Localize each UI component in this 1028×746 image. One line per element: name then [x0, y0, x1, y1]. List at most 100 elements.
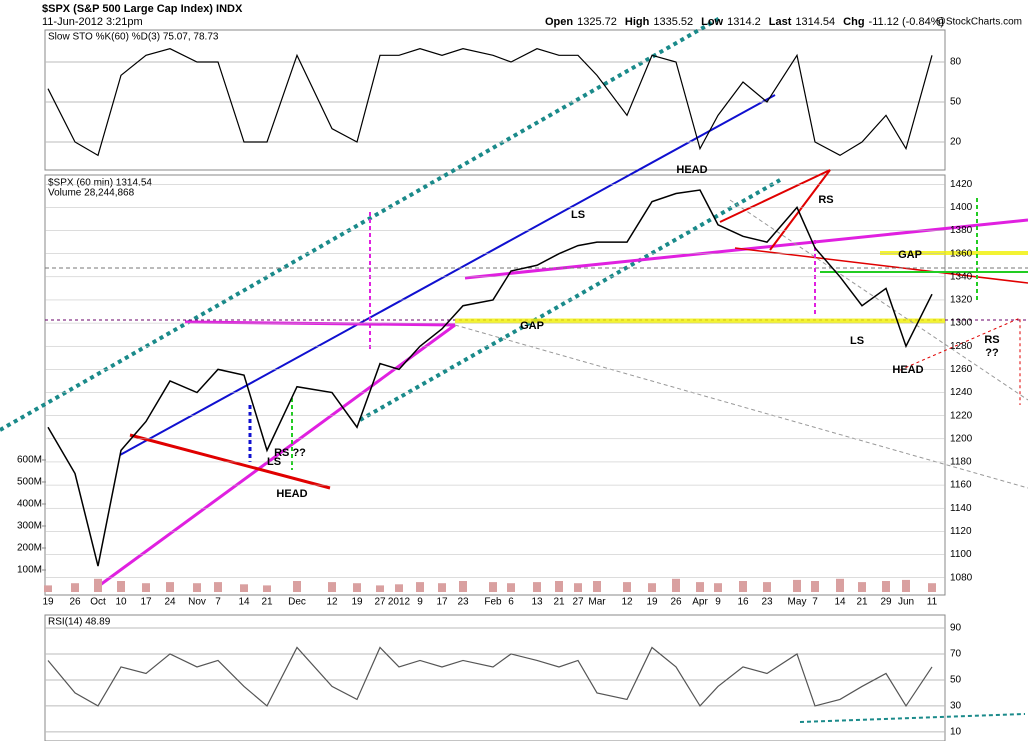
price-frame	[44, 174, 946, 596]
series-line	[47, 646, 933, 708]
x-tick-label: 9	[417, 597, 423, 608]
quote-value: 1335.52	[653, 16, 693, 28]
sto-frame	[44, 29, 946, 171]
y-tick-label: 1360	[950, 248, 973, 259]
x-tick-label: Feb	[484, 597, 502, 608]
x-tick-label: 21	[261, 597, 273, 608]
volume-bar	[214, 582, 222, 593]
y-tick-label: 50	[950, 675, 962, 686]
annotation: RS	[818, 194, 833, 206]
x-tick-label: 7	[812, 597, 818, 608]
quote-value: 1314.54	[795, 16, 835, 28]
y-tick-label: 1240	[950, 387, 973, 398]
y-tick-label: 1300	[950, 318, 973, 329]
sto-legend: Slow STO %K(60) %D(3) 75.07, 78.73	[48, 32, 219, 43]
annotation: HEAD	[676, 164, 707, 176]
quote-label: Open	[545, 16, 573, 28]
volume-bar	[858, 582, 866, 593]
volume-bar	[574, 583, 582, 593]
volume-bar	[166, 582, 174, 593]
volume-bar	[71, 583, 79, 593]
y-tick-label: 1380	[950, 225, 973, 236]
volume-bar	[293, 581, 301, 593]
annotation: RS	[984, 334, 999, 346]
volume-bar	[696, 582, 704, 593]
quote-label: Last	[769, 16, 792, 28]
y-tick-label: 1180	[950, 457, 972, 468]
y-tick-label: 1220	[950, 410, 973, 421]
volume-bar	[416, 582, 424, 593]
y-tick-label: 50	[950, 97, 962, 108]
y-tick-label: 1160	[950, 480, 972, 491]
y2-tick-label: 100M	[17, 565, 42, 576]
y-tick-label: 20	[950, 137, 962, 148]
x-tick-label: 19	[351, 597, 363, 608]
y2-tick-label: 200M	[17, 543, 42, 554]
y2-tick-label: 600M	[17, 455, 42, 466]
volume-bar	[836, 578, 844, 593]
y2-tick-label: 500M	[17, 477, 42, 488]
y-tick-label: 90	[950, 623, 962, 634]
volume-bar	[328, 582, 336, 593]
x-tick-label: Oct	[90, 597, 106, 608]
x-tick-label: 23	[457, 597, 469, 608]
volume-bar	[672, 578, 680, 593]
quote-label: Chg	[843, 16, 864, 28]
y-tick-label: 70	[950, 649, 962, 660]
volume-bar	[793, 579, 801, 593]
y-tick-label: 1200	[950, 433, 973, 444]
x-tick-label: 14	[238, 597, 250, 608]
quote-value: 1325.72	[577, 16, 617, 28]
x-tick-label: 16	[737, 597, 749, 608]
volume-bar	[438, 583, 446, 593]
volume-bar	[623, 582, 631, 593]
series-line	[47, 48, 933, 157]
x-tick-label: 24	[164, 597, 176, 608]
x-tick-label: Jun	[898, 597, 914, 608]
annotation: RS ??	[274, 447, 306, 459]
x-tick-label: 9	[715, 597, 721, 608]
volume-bar	[142, 583, 150, 593]
x-tick-label: 26	[670, 597, 682, 608]
quote-label: Low	[701, 16, 723, 28]
volume-bar	[353, 583, 361, 593]
x-tick-label: 26	[69, 597, 81, 608]
volume-bar	[811, 581, 819, 593]
x-tick-label: 13	[531, 597, 543, 608]
volume-bar	[263, 585, 271, 593]
volume-bar	[117, 581, 125, 593]
x-tick-label: 11	[927, 597, 938, 608]
annotation: LS	[267, 456, 281, 468]
y-tick-label: 1100	[950, 549, 972, 560]
x-tick-label: 19	[42, 597, 54, 608]
x-tick-label: 17	[436, 597, 448, 608]
y-tick-label: 1340	[950, 271, 973, 282]
volume-bar	[763, 582, 771, 593]
volume-bar	[44, 585, 52, 593]
y2-tick-label: 300M	[17, 521, 42, 532]
x-tick-label: 10	[115, 597, 127, 608]
annotation: LS	[850, 335, 864, 347]
volume-bar	[193, 583, 201, 593]
y-tick-label: 1320	[950, 295, 973, 306]
x-tick-label: Apr	[692, 597, 708, 608]
x-tick-label: 17	[140, 597, 152, 608]
y-tick-label: 1140	[950, 503, 972, 514]
volume-bar	[739, 581, 747, 593]
credit: @StockCharts.com	[936, 17, 1022, 28]
y-tick-label: 1420	[950, 179, 973, 190]
volume-bar	[240, 584, 248, 593]
volume-bar	[902, 579, 910, 593]
x-tick-label: 27	[374, 597, 386, 608]
volume-bar	[555, 581, 563, 593]
x-tick-label: 23	[761, 597, 773, 608]
y-tick-label: 1400	[950, 202, 973, 213]
timestamp: 11-Jun-2012 3:21pm	[42, 16, 143, 28]
x-tick-label: 12	[621, 597, 633, 608]
y-tick-label: 1080	[950, 572, 973, 583]
title: $SPX (S&P 500 Large Cap Index) INDX	[42, 3, 243, 15]
x-tick-label: Mar	[588, 597, 606, 608]
x-tick-label: 14	[834, 597, 846, 608]
volume-bar	[928, 583, 936, 593]
